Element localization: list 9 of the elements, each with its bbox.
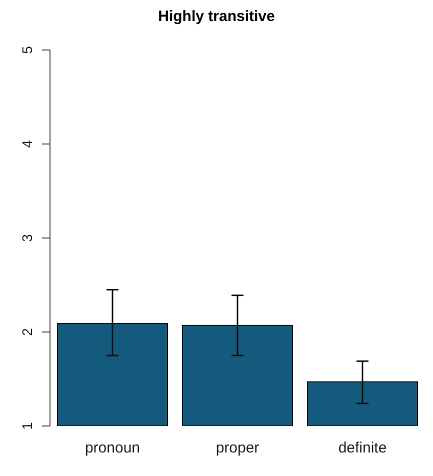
y-tick-label: 1 <box>19 422 35 430</box>
y-tick-label: 4 <box>19 140 35 148</box>
x-tick-label: pronoun <box>84 440 140 457</box>
y-tick-label: 2 <box>19 328 35 336</box>
x-tick-label: definite <box>338 440 387 457</box>
y-tick-label: 3 <box>19 234 35 242</box>
chart-title: Highly transitive <box>157 8 276 26</box>
y-tick-label: 5 <box>19 46 35 54</box>
x-tick-label: proper <box>216 440 260 457</box>
